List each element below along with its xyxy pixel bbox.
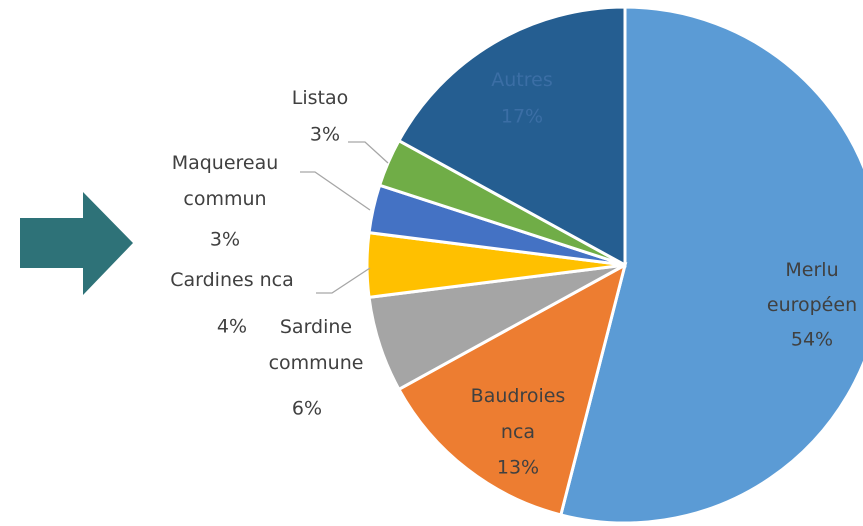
pie-slice [559, 5, 863, 525]
value-label: 17% [501, 106, 543, 128]
pie-slice [396, 262, 628, 517]
slice-label: Listao [292, 87, 348, 109]
value-label: 13% [497, 457, 539, 479]
slice-label: Maquereau commun [172, 152, 279, 210]
pie-slice [396, 5, 627, 268]
slice-label: Autres [491, 69, 552, 91]
value-label: 3% [310, 124, 340, 146]
leader-line [316, 267, 371, 294]
slice-label: Sardine commune [269, 316, 364, 374]
value-label: 6% [292, 398, 322, 420]
slice-label: Merlu européen [767, 259, 857, 316]
arrow [20, 192, 133, 295]
slice-label: Baudroies nca [471, 385, 566, 443]
value-label: 54% [791, 329, 833, 351]
leader-line [348, 141, 389, 164]
value-label: 4% [217, 316, 247, 338]
leader-line [300, 171, 371, 211]
slice-label: Cardines nca [170, 269, 294, 291]
value-label: 3% [210, 229, 240, 251]
